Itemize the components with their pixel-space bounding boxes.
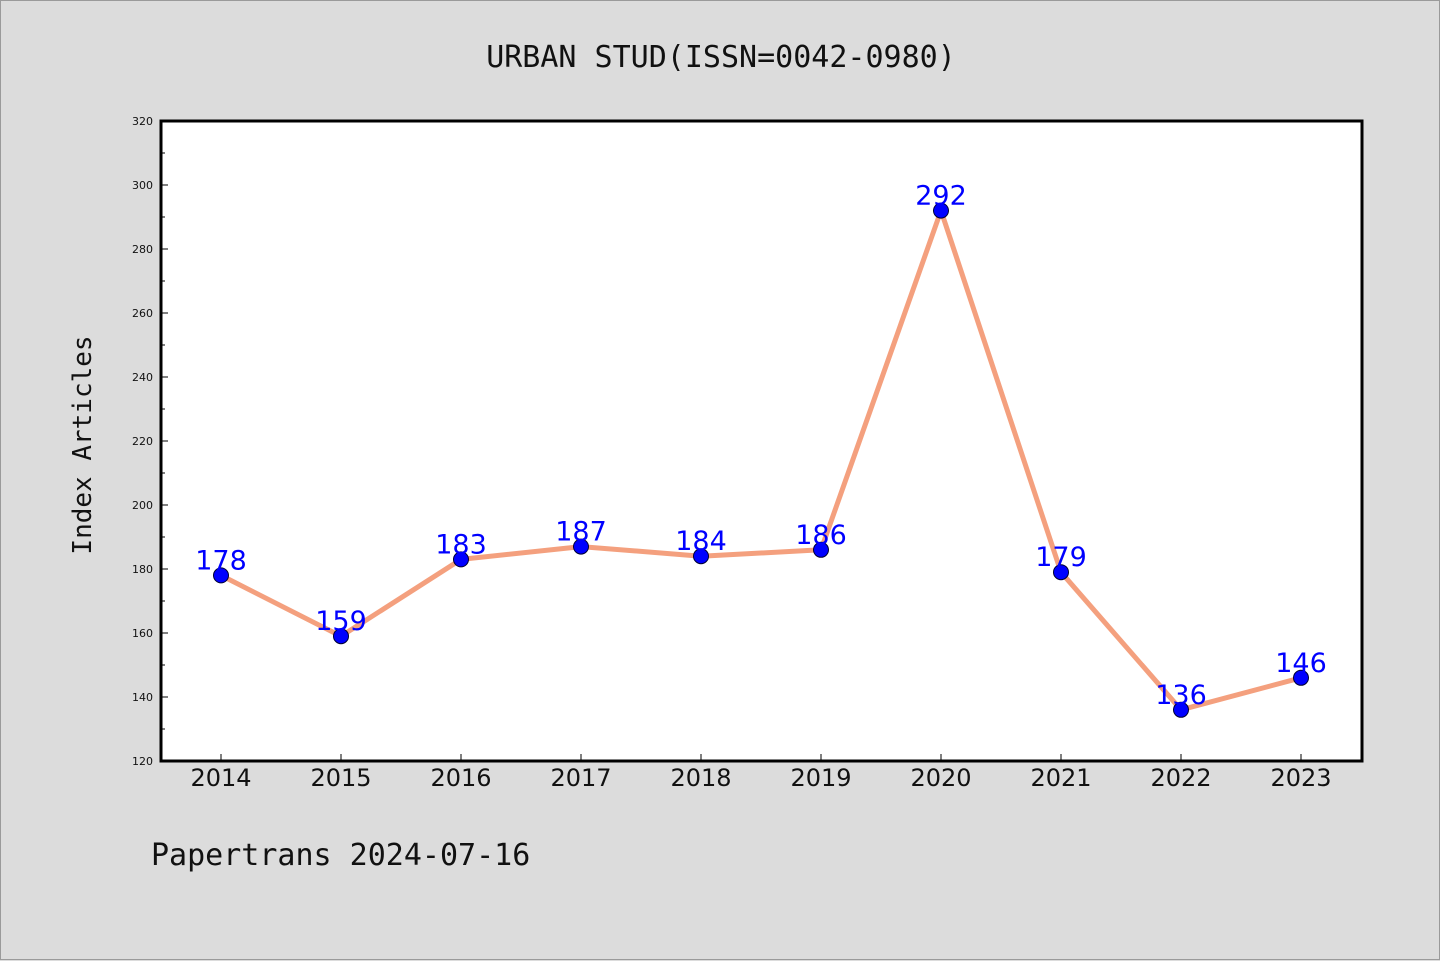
x-tick-label: 2015 xyxy=(310,764,371,792)
data-label: 292 xyxy=(915,181,967,212)
series-line xyxy=(219,208,1302,713)
data-point xyxy=(1053,564,1069,581)
y-tick-label: 200 xyxy=(132,499,153,512)
y-tick-label: 140 xyxy=(132,691,153,704)
x-tick-label: 2019 xyxy=(790,764,851,792)
plot-area xyxy=(161,121,1362,761)
data-point xyxy=(1293,669,1309,686)
data-label: 159 xyxy=(315,606,367,637)
y-tick-label: 220 xyxy=(132,435,153,448)
x-tick-label: 2020 xyxy=(910,764,971,792)
x-tick-label: 2014 xyxy=(190,764,251,792)
y-tick-label: 240 xyxy=(132,371,153,384)
y-tick-label: 120 xyxy=(132,755,153,768)
data-label: 146 xyxy=(1275,648,1327,679)
data-point xyxy=(933,202,949,219)
data-point xyxy=(693,548,709,565)
y-tick-label: 300 xyxy=(132,179,153,192)
data-point xyxy=(213,567,229,584)
data-points xyxy=(213,202,1309,718)
data-label: 179 xyxy=(1035,542,1087,573)
x-tick-label: 2023 xyxy=(1270,764,1331,792)
data-point xyxy=(333,628,349,645)
data-label: 183 xyxy=(435,529,487,560)
data-point xyxy=(453,551,469,568)
data-point xyxy=(1173,701,1189,718)
footer-watermark: Papertrans 2024-07-16 xyxy=(151,838,530,873)
y-tick-label: 320 xyxy=(132,115,153,128)
x-axis-ticks: 2014 2015 2016 2017 2018 2019 2020 2021 2022 2023 xyxy=(190,754,1332,792)
data-point xyxy=(813,541,829,558)
y-axis-ticks: 120 140 160 180 200 220 240 260 280 300 320 xyxy=(132,115,168,768)
data-label: 136 xyxy=(1155,680,1207,711)
y-tick-label: 160 xyxy=(132,627,153,640)
data-label: 178 xyxy=(195,545,247,576)
x-tick-label: 2017 xyxy=(550,764,611,792)
data-labels: 178 159 183 187 184 186 292 179 136 146 xyxy=(195,181,1327,711)
y-tick-label: 280 xyxy=(132,243,153,256)
x-tick-label: 2018 xyxy=(670,764,731,792)
y-axis-label: Index Articles xyxy=(68,335,98,554)
plot-border xyxy=(159,119,1364,763)
y-tick-label: 260 xyxy=(132,307,153,320)
x-tick-label: 2022 xyxy=(1150,764,1211,792)
x-tick-label: 2021 xyxy=(1030,764,1091,792)
x-tick-label: 2016 xyxy=(430,764,491,792)
data-label: 184 xyxy=(675,526,727,557)
data-label: 187 xyxy=(555,517,607,548)
chart-title: URBAN STUD(ISSN=0042-0980) xyxy=(486,40,956,75)
data-label: 186 xyxy=(795,520,847,551)
data-point xyxy=(573,538,589,555)
y-tick-label: 180 xyxy=(132,563,153,576)
